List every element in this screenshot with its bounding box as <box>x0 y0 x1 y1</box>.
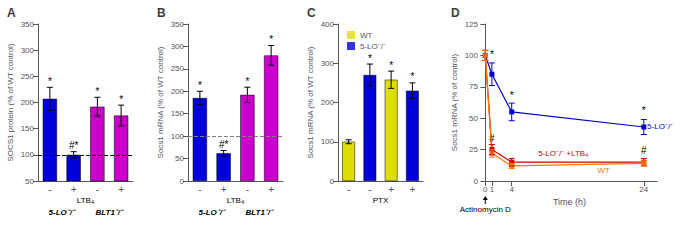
svg-text:B: B <box>157 6 166 20</box>
svg-text:PTX: PTX <box>373 196 389 205</box>
svg-text:250: 250 <box>21 72 35 81</box>
svg-text:-: - <box>198 184 201 195</box>
svg-text:BLT1⁻/⁻: BLT1⁻/⁻ <box>95 208 124 217</box>
svg-text:*: * <box>389 60 393 71</box>
svg-text:BLT1⁻/⁻: BLT1⁻/⁻ <box>245 208 274 217</box>
svg-text:200: 200 <box>171 87 185 96</box>
svg-text:100: 100 <box>171 132 185 141</box>
svg-text:+: + <box>388 184 394 195</box>
svg-text:Socs1 mRNA (% of WT control): Socs1 mRNA (% of WT control) <box>156 46 165 158</box>
svg-text:-: - <box>48 184 51 195</box>
svg-text:-: - <box>368 184 371 195</box>
svg-text:-: - <box>347 184 350 195</box>
svg-text:D: D <box>451 6 460 20</box>
svg-text:*: * <box>48 76 52 87</box>
svg-text:LTB₄: LTB₄ <box>77 196 94 205</box>
svg-text:WT: WT <box>360 31 373 40</box>
svg-text:*: * <box>119 94 123 105</box>
svg-text:WT: WT <box>598 166 611 175</box>
svg-text:300: 300 <box>171 42 185 51</box>
svg-text:5-LO⁻/⁻ +LTB₄: 5-LO⁻/⁻ +LTB₄ <box>538 149 588 158</box>
svg-text:5-LO⁻/⁻: 5-LO⁻/⁻ <box>49 208 76 217</box>
svg-text:*: * <box>95 86 99 97</box>
svg-text:*: * <box>410 71 414 82</box>
svg-text:Socs1 mRNA (% of control): Socs1 mRNA (% of control) <box>450 53 459 151</box>
svg-text:0: 0 <box>483 185 488 194</box>
svg-text:#: # <box>641 145 647 156</box>
svg-text:50: 50 <box>469 114 478 123</box>
svg-text:Actinomycin D: Actinomycin D <box>460 205 511 214</box>
svg-text:#: # <box>489 133 495 144</box>
svg-text:+: + <box>71 184 77 195</box>
svg-text:*: * <box>198 80 202 91</box>
svg-text:1: 1 <box>490 185 495 194</box>
svg-text:200: 200 <box>21 98 35 107</box>
svg-text:*: * <box>245 76 249 87</box>
svg-text:300: 300 <box>21 46 35 55</box>
svg-text:+: + <box>118 184 124 195</box>
svg-text:SOCS1 protein (% of WT control: SOCS1 protein (% of WT control) <box>6 43 15 161</box>
svg-text:75: 75 <box>469 82 478 91</box>
svg-text:150: 150 <box>171 109 185 118</box>
svg-text:100: 100 <box>21 150 35 159</box>
svg-text:+: + <box>268 184 274 195</box>
svg-text:A: A <box>7 6 16 20</box>
svg-text:Time (h): Time (h) <box>553 197 586 207</box>
svg-text:*: * <box>490 49 494 60</box>
svg-text:#*: #* <box>219 139 229 150</box>
svg-text:150: 150 <box>21 124 35 133</box>
svg-text:*: * <box>510 90 514 101</box>
svg-text:100: 100 <box>465 51 479 60</box>
svg-text:-: - <box>96 184 99 195</box>
svg-text:5-LO⁻/⁻: 5-LO⁻/⁻ <box>647 122 673 131</box>
svg-text:Socs1 mRNA (% of WT control): Socs1 mRNA (% of WT control) <box>306 46 315 158</box>
svg-text:350: 350 <box>21 20 35 29</box>
svg-text:5-LO⁻/⁻: 5-LO⁻/⁻ <box>199 208 226 217</box>
svg-text:24: 24 <box>639 185 648 194</box>
svg-text:+: + <box>409 184 415 195</box>
svg-text:+: + <box>221 184 227 195</box>
svg-text:50: 50 <box>25 177 34 186</box>
svg-text:400: 400 <box>321 20 335 29</box>
svg-text:5-LO⁻/⁻: 5-LO⁻/⁻ <box>360 42 386 51</box>
svg-text:50: 50 <box>175 154 184 163</box>
svg-text:300: 300 <box>321 59 335 68</box>
svg-text:-: - <box>246 184 249 195</box>
svg-text:200: 200 <box>321 98 335 107</box>
svg-text:250: 250 <box>171 64 185 73</box>
svg-text:125: 125 <box>465 20 479 29</box>
svg-text:*: * <box>368 53 372 64</box>
svg-text:LTB₄: LTB₄ <box>227 196 244 205</box>
svg-text:0: 0 <box>330 177 335 186</box>
svg-text:100: 100 <box>321 137 335 146</box>
svg-text:*: * <box>269 34 273 45</box>
svg-text:4: 4 <box>509 185 514 194</box>
svg-text:*: * <box>642 105 646 116</box>
svg-text:350: 350 <box>171 20 185 29</box>
svg-text:0: 0 <box>180 177 185 186</box>
svg-text:0: 0 <box>474 177 479 186</box>
svg-text:25: 25 <box>469 145 478 154</box>
svg-text:#*: #* <box>69 140 79 151</box>
svg-text:C: C <box>307 6 316 20</box>
